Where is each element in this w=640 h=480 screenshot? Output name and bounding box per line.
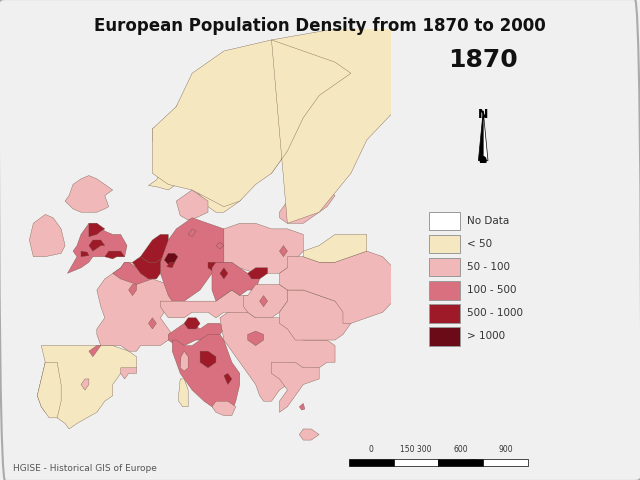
Polygon shape xyxy=(244,285,287,318)
Text: European Population Density from 1870 to 2000: European Population Density from 1870 to… xyxy=(94,17,546,35)
Polygon shape xyxy=(89,240,105,251)
Polygon shape xyxy=(89,223,105,237)
Polygon shape xyxy=(37,362,61,418)
Text: No Data: No Data xyxy=(467,216,509,226)
Polygon shape xyxy=(176,190,208,220)
Polygon shape xyxy=(208,262,224,273)
Polygon shape xyxy=(220,312,335,401)
Polygon shape xyxy=(224,223,303,273)
Text: Kilometers: Kilometers xyxy=(467,459,508,468)
Polygon shape xyxy=(105,251,125,259)
Circle shape xyxy=(480,156,486,165)
Text: 500 - 1000: 500 - 1000 xyxy=(467,309,524,318)
Polygon shape xyxy=(121,368,136,379)
Text: 100 - 500: 100 - 500 xyxy=(467,286,516,295)
Text: 900: 900 xyxy=(499,445,513,454)
Polygon shape xyxy=(152,29,430,223)
Text: N: N xyxy=(478,108,488,121)
Polygon shape xyxy=(280,246,287,257)
Text: 0: 0 xyxy=(369,445,374,454)
Polygon shape xyxy=(65,176,113,212)
Polygon shape xyxy=(248,331,264,346)
Polygon shape xyxy=(180,351,188,371)
Polygon shape xyxy=(271,362,319,412)
Polygon shape xyxy=(81,251,89,257)
Text: HGISE - Historical GIS of Europe: HGISE - Historical GIS of Europe xyxy=(13,464,157,473)
Polygon shape xyxy=(161,290,252,318)
Text: > 1000: > 1000 xyxy=(467,332,506,341)
Polygon shape xyxy=(280,290,351,340)
Polygon shape xyxy=(168,324,224,346)
Polygon shape xyxy=(280,251,399,324)
Polygon shape xyxy=(479,111,483,161)
Polygon shape xyxy=(113,262,152,285)
Polygon shape xyxy=(29,215,65,257)
Polygon shape xyxy=(97,262,176,351)
Polygon shape xyxy=(148,318,156,329)
Polygon shape xyxy=(224,373,232,384)
Text: 600: 600 xyxy=(454,445,468,454)
Polygon shape xyxy=(271,46,351,162)
Polygon shape xyxy=(200,351,216,368)
Polygon shape xyxy=(335,40,430,101)
Polygon shape xyxy=(212,262,260,301)
Polygon shape xyxy=(300,403,305,410)
Polygon shape xyxy=(148,40,351,212)
Polygon shape xyxy=(179,379,188,407)
Polygon shape xyxy=(303,234,367,262)
Polygon shape xyxy=(67,223,127,273)
Polygon shape xyxy=(161,218,232,301)
Polygon shape xyxy=(164,253,178,264)
Polygon shape xyxy=(248,268,268,279)
Polygon shape xyxy=(129,285,136,296)
Polygon shape xyxy=(220,268,228,279)
Polygon shape xyxy=(132,257,164,279)
Polygon shape xyxy=(89,346,101,357)
Text: < 50: < 50 xyxy=(467,240,492,249)
Polygon shape xyxy=(483,111,488,161)
Text: 150 300: 150 300 xyxy=(400,445,432,454)
Polygon shape xyxy=(280,190,335,223)
Polygon shape xyxy=(172,335,240,412)
Polygon shape xyxy=(166,262,175,268)
Polygon shape xyxy=(406,290,419,301)
Polygon shape xyxy=(184,318,200,329)
Polygon shape xyxy=(141,234,168,262)
Polygon shape xyxy=(260,296,268,307)
Polygon shape xyxy=(216,242,224,249)
Polygon shape xyxy=(212,401,236,416)
Polygon shape xyxy=(300,429,319,440)
Polygon shape xyxy=(81,379,89,390)
Text: 1870: 1870 xyxy=(449,48,518,72)
Text: 50 - 100: 50 - 100 xyxy=(467,263,510,272)
Polygon shape xyxy=(188,229,196,237)
Polygon shape xyxy=(37,346,136,429)
